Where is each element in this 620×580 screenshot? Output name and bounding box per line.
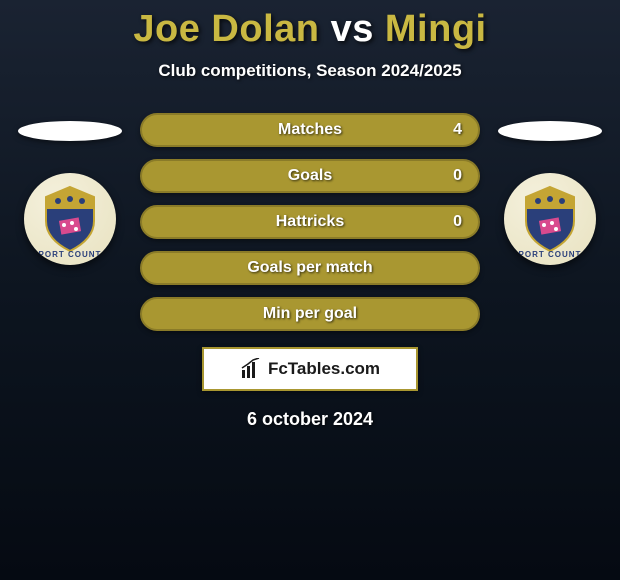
stat-value: 0 xyxy=(453,167,462,185)
stat-label: Goals xyxy=(288,167,332,185)
comparison-card: Joe Dolan vs Mingi Club competitions, Se… xyxy=(0,0,620,430)
player1-club-crest: PORT COUNT xyxy=(24,173,116,265)
stat-matches: Matches 4 xyxy=(140,113,480,147)
page-title: Joe Dolan vs Mingi xyxy=(133,8,486,51)
main-row: PORT COUNT Matches 4 Goals 0 Hattricks 0… xyxy=(0,113,620,331)
crest-text: PORT COUNT xyxy=(39,250,102,259)
crest-icon xyxy=(514,183,586,255)
stat-label: Min per goal xyxy=(263,305,357,323)
date: 6 october 2024 xyxy=(247,409,373,430)
stat-label: Goals per match xyxy=(247,259,372,277)
player2-avatar-placeholder xyxy=(498,121,602,141)
stat-goals: Goals 0 xyxy=(140,159,480,193)
crest-icon xyxy=(34,183,106,255)
vs-text: vs xyxy=(331,8,374,50)
stat-value: 0 xyxy=(453,213,462,231)
player2-club-crest: PORT COUNT xyxy=(504,173,596,265)
stat-min-per-goal: Min per goal xyxy=(140,297,480,331)
stats-list: Matches 4 Goals 0 Hattricks 0 Goals per … xyxy=(140,113,480,331)
stat-value: 4 xyxy=(453,121,462,139)
fctables-logo[interactable]: FcTables.com xyxy=(202,347,418,391)
right-side: PORT COUNT xyxy=(490,113,610,265)
stat-label: Hattricks xyxy=(276,213,344,231)
left-side: PORT COUNT xyxy=(10,113,130,265)
chart-icon xyxy=(240,358,262,380)
subtitle: Club competitions, Season 2024/2025 xyxy=(158,61,461,81)
player1-avatar-placeholder xyxy=(18,121,122,141)
crest-text: PORT COUNT xyxy=(519,250,582,259)
stat-goals-per-match: Goals per match xyxy=(140,251,480,285)
stat-hattricks: Hattricks 0 xyxy=(140,205,480,239)
player2-name: Mingi xyxy=(385,8,487,50)
logo-text: FcTables.com xyxy=(268,359,380,379)
stat-label: Matches xyxy=(278,121,342,139)
player1-name: Joe Dolan xyxy=(133,8,319,50)
